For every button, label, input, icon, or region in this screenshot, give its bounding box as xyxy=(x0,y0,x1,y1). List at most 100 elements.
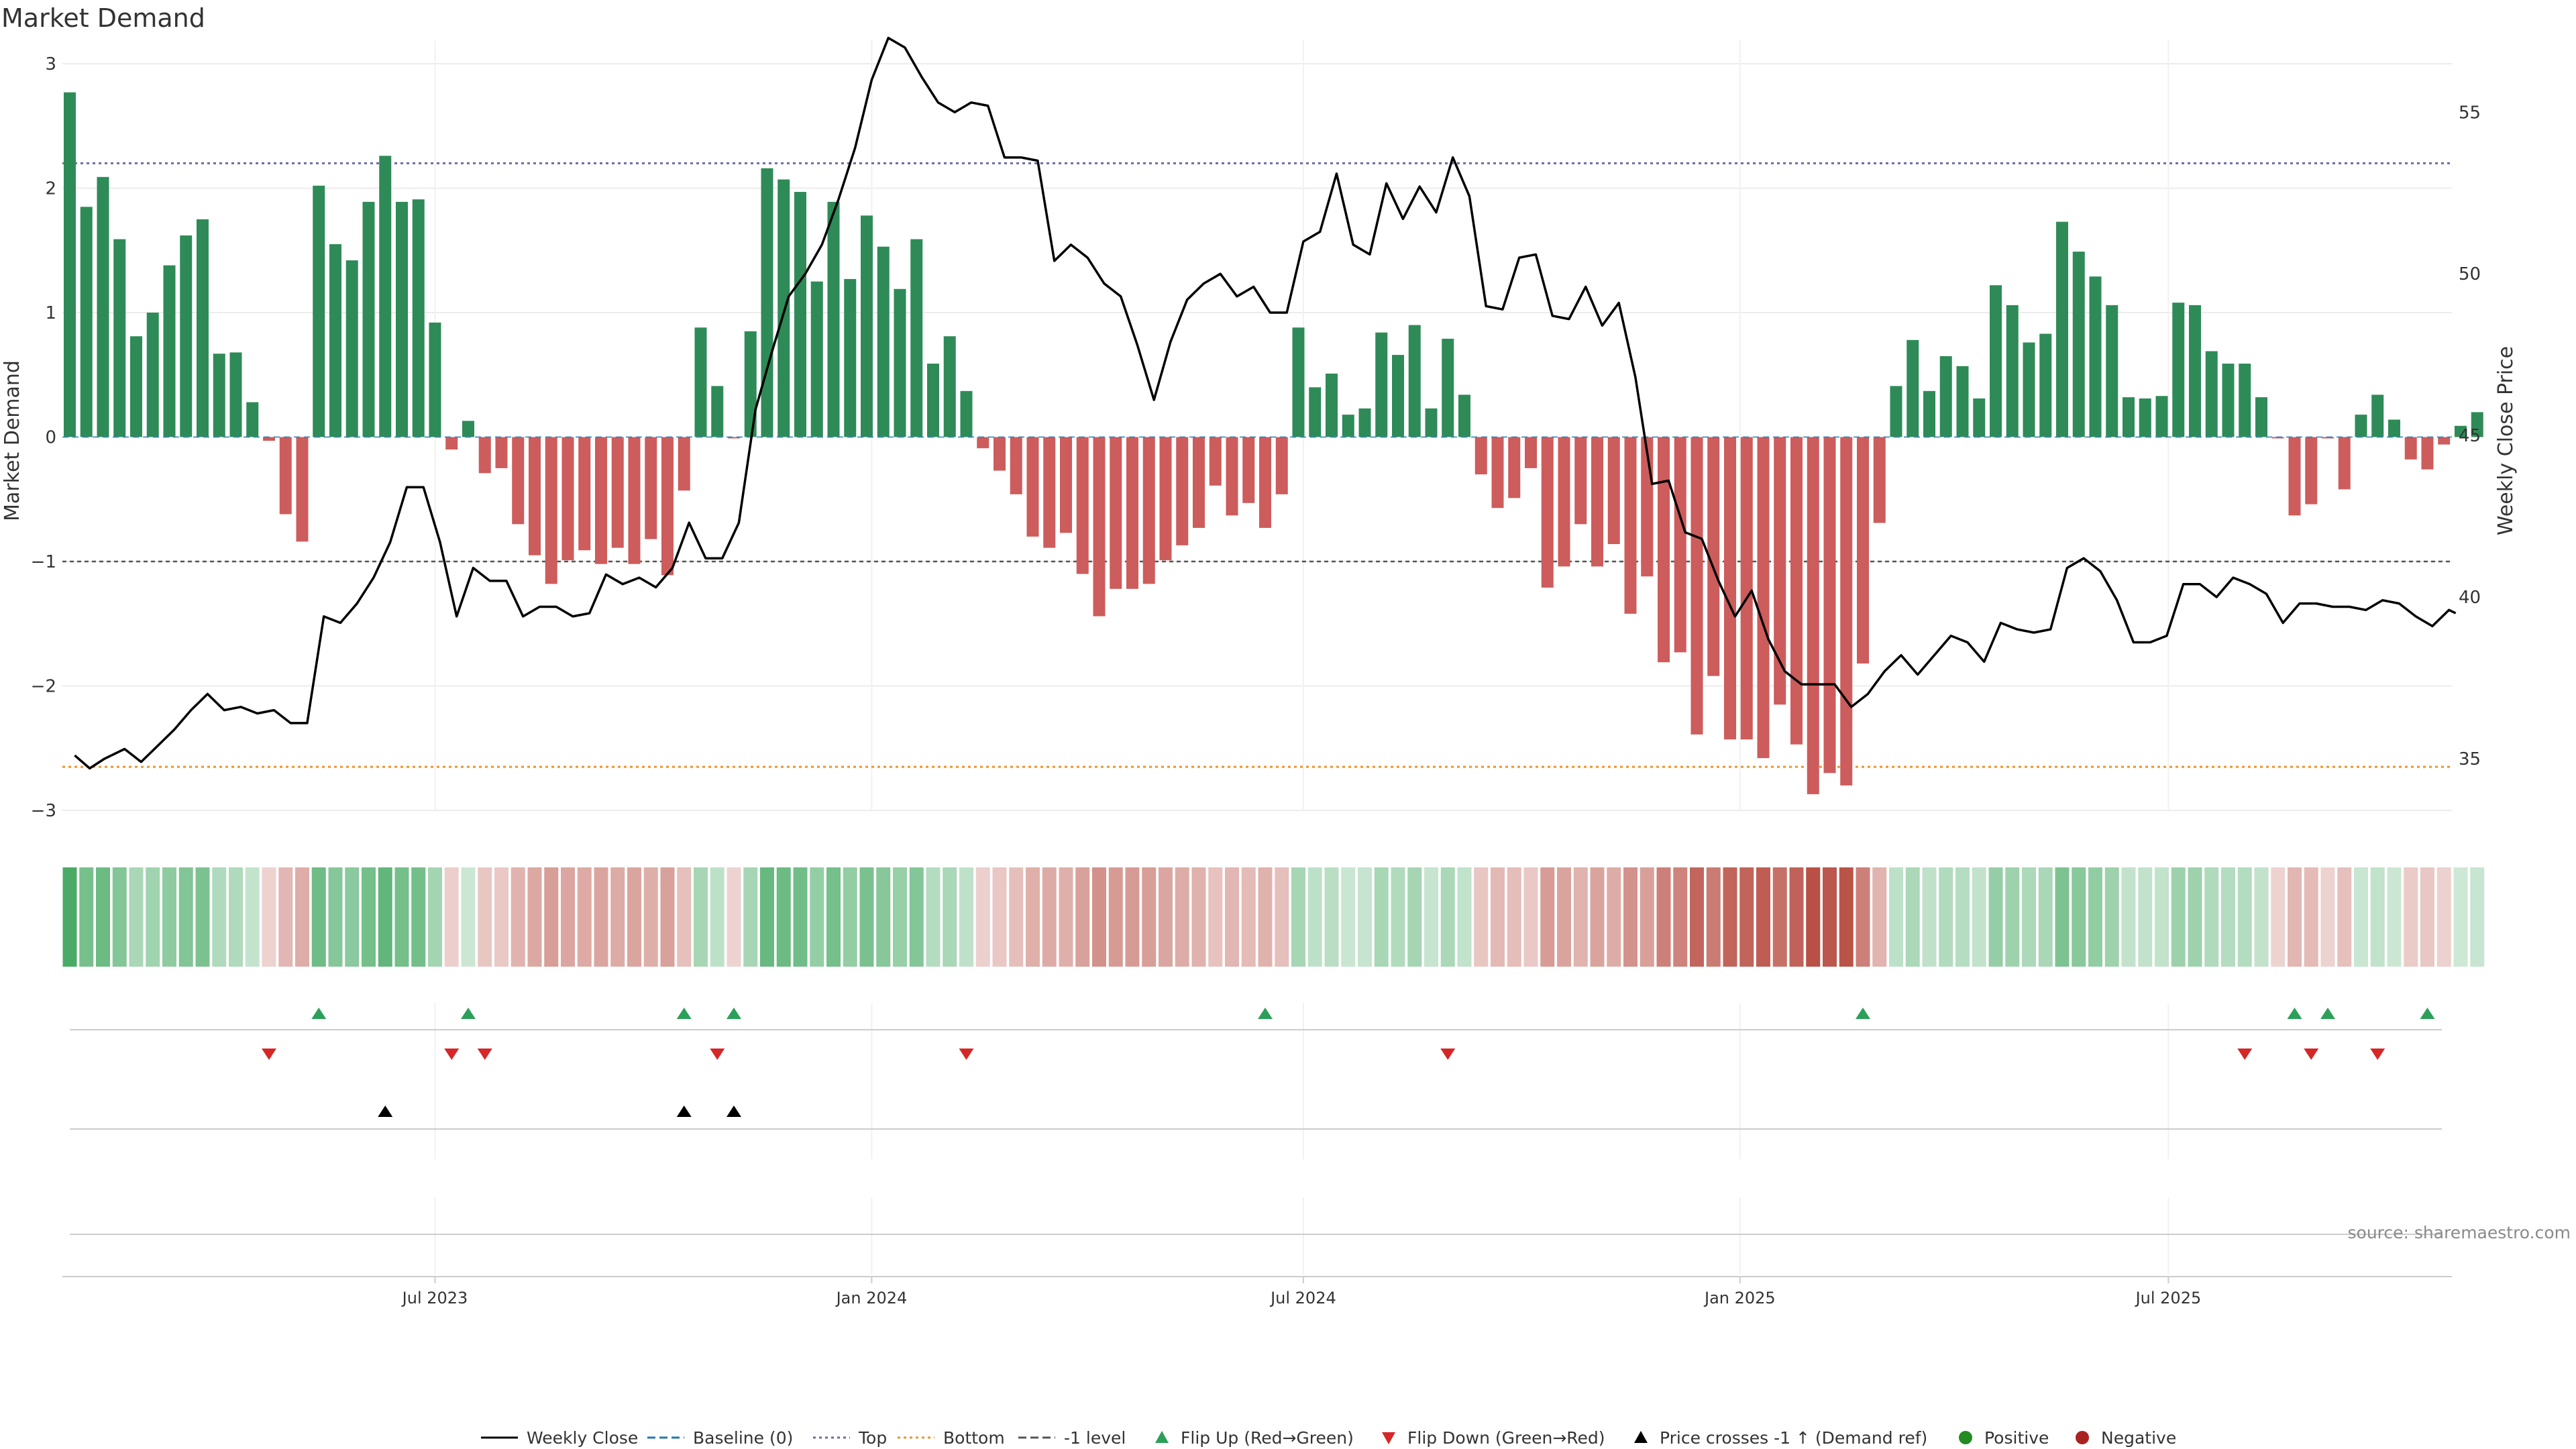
heat-cell xyxy=(2237,867,2252,967)
heat-cell xyxy=(1424,867,1438,967)
negative-demand-bar xyxy=(2404,437,2417,460)
heat-cell xyxy=(1573,867,1588,967)
heat-cell xyxy=(1739,867,1754,967)
negative-demand-bar xyxy=(1126,437,1138,589)
negative-demand-bar xyxy=(2421,437,2434,470)
positive-demand-bar xyxy=(130,336,142,437)
negative-demand-bar xyxy=(1026,437,1039,537)
heat-cell xyxy=(212,867,227,967)
heat-cell xyxy=(1142,867,1157,967)
heat-cell xyxy=(2121,867,2136,967)
demand-bars xyxy=(64,92,2483,794)
legend-label: Bottom xyxy=(943,1428,1005,1448)
heat-cell xyxy=(129,867,144,967)
heat-cell xyxy=(1590,867,1605,967)
negative-demand-bar xyxy=(279,437,292,515)
heat-cell xyxy=(1026,867,1040,967)
negative-demand-bar xyxy=(1740,437,1753,740)
negative-demand-bar xyxy=(1491,437,1504,508)
heat-cell xyxy=(1075,867,1090,967)
right-tick-label: 40 xyxy=(2459,588,2481,608)
right-tick-label: 55 xyxy=(2459,103,2481,123)
heat-cell xyxy=(278,867,293,967)
positive-demand-bar xyxy=(97,176,109,437)
legend-label: Flip Up (Red→Green) xyxy=(1181,1428,1354,1448)
negative-demand-bar xyxy=(2305,437,2318,504)
positive-demand-bar xyxy=(1907,339,1919,437)
heat-cell xyxy=(992,867,1007,967)
negative-demand-bar xyxy=(1724,437,1736,740)
positive-demand-bar xyxy=(146,313,159,437)
legend-label: -1 level xyxy=(1064,1428,1126,1448)
negative-demand-bar xyxy=(2338,437,2351,490)
heat-cell xyxy=(1988,867,2003,967)
heat-cell xyxy=(2072,867,2086,967)
heat-cell xyxy=(1324,867,1339,967)
positive-demand-bar xyxy=(2023,342,2035,437)
positive-demand-bar xyxy=(2072,252,2085,437)
heat-cell xyxy=(909,867,924,967)
heat-cell xyxy=(345,867,360,967)
heat-cell xyxy=(710,867,724,967)
positive-demand-bar xyxy=(1973,398,1986,437)
negative-demand-bar xyxy=(1259,437,1271,528)
heat-cell xyxy=(1307,867,1322,967)
x-tick-label: Jul 2024 xyxy=(1269,1289,1336,1307)
negative-demand-bar xyxy=(296,437,309,542)
heat-cell xyxy=(394,867,409,967)
heat-cell xyxy=(1806,867,1821,967)
heat-cell xyxy=(2155,867,2169,967)
positive-demand-bar xyxy=(694,327,707,437)
heat-cell xyxy=(1108,867,1123,967)
negative-demand-bar xyxy=(1193,437,1205,528)
heat-cell xyxy=(1939,867,1953,967)
heat-cell xyxy=(2221,867,2235,967)
positive-demand-bar xyxy=(329,244,341,437)
negative-demand-bar xyxy=(1508,437,1521,498)
positive-demand-bar xyxy=(2123,397,2135,437)
heat-cell xyxy=(511,867,525,967)
heat-cell xyxy=(1889,867,1903,967)
heat-cell xyxy=(1772,867,1787,967)
negative-demand-bar xyxy=(1591,437,1603,567)
heat-cell xyxy=(311,867,326,967)
heat-cell xyxy=(610,867,625,967)
legend-label: Top xyxy=(858,1428,887,1448)
heat-cell xyxy=(2304,867,2318,967)
heat-cell xyxy=(527,867,542,967)
heat-cell xyxy=(776,867,791,967)
negative-demand-bar xyxy=(1142,437,1155,584)
positive-demand-bar xyxy=(197,219,209,437)
heat-cell xyxy=(2254,867,2269,967)
positive-demand-bar xyxy=(462,421,474,437)
positive-demand-bar xyxy=(827,201,840,437)
heat-cell xyxy=(1092,867,1106,967)
heat-cell xyxy=(627,867,641,967)
negative-demand-bar xyxy=(1060,437,1072,533)
heat-cell xyxy=(2420,867,2434,967)
heat-cell xyxy=(162,867,176,967)
negative-demand-bar xyxy=(561,437,574,561)
heat-cell xyxy=(229,867,243,967)
left-tick-label: −2 xyxy=(31,677,56,697)
heat-cell xyxy=(2038,867,2053,967)
negative-demand-bar xyxy=(445,437,458,450)
positive-demand-bar xyxy=(960,390,973,437)
flip-signal-panel xyxy=(70,1008,2442,1060)
heat-cell xyxy=(2288,867,2302,967)
price-cross-marker xyxy=(676,1106,692,1117)
legend-swatch xyxy=(1634,1431,1648,1443)
heat-cell xyxy=(2188,867,2202,967)
legend: Weekly Close Baseline (0) Top Bottom -1 leve… xyxy=(481,1428,2176,1448)
heat-cell xyxy=(826,867,841,967)
negative-demand-bar xyxy=(1242,437,1255,503)
negative-demand-bar xyxy=(1093,437,1106,616)
positive-demand-bar xyxy=(163,265,176,437)
heat-cell xyxy=(178,867,193,967)
heat-cell xyxy=(1523,867,1538,967)
heat-cell xyxy=(1491,867,1505,967)
chart-title: Market Demand xyxy=(1,3,205,33)
heat-cell xyxy=(743,867,758,967)
positive-demand-bar xyxy=(877,246,890,437)
